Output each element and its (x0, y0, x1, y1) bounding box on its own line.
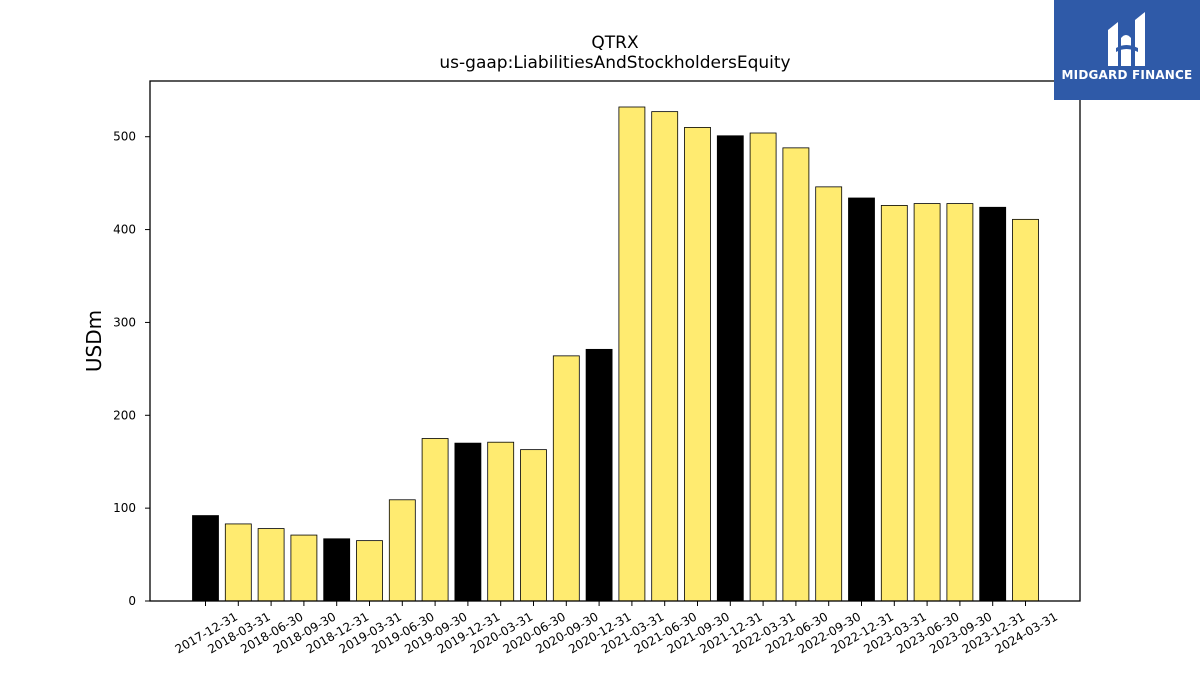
bar-2018-06-30 (257, 528, 285, 602)
y-tick-label: 100 (113, 501, 136, 515)
bar-2023-03-31 (880, 205, 908, 602)
bar-2023-12-31 (979, 206, 1007, 602)
bar-2021-06-30 (651, 111, 679, 602)
bar-2018-09-30 (290, 534, 318, 602)
chart-subtitle: us-gaap:LiabilitiesAndStockholdersEquity (439, 53, 790, 73)
chart-title: QTRX (591, 33, 639, 53)
bar-2022-12-31 (848, 197, 875, 602)
bar-2023-09-30 (946, 203, 974, 602)
bar-2020-03-31 (487, 441, 515, 602)
bar-2021-03-31 (618, 106, 646, 602)
bar-2017-12-31 (192, 515, 219, 602)
bar-2018-03-31 (224, 523, 252, 602)
bar-2020-12-31 (585, 348, 613, 602)
y-tick-label: 300 (113, 315, 136, 329)
brand-logo: MIDGARD FINANCE (1054, 0, 1200, 100)
bar-2019-03-31 (356, 540, 383, 602)
bar-2022-03-31 (749, 132, 777, 602)
plot-frame (149, 80, 1081, 602)
y-tick-label: 500 (113, 130, 136, 144)
bar-2019-12-31 (454, 442, 482, 602)
bar-2018-12-31 (323, 538, 351, 602)
y-tick-label: 400 (113, 223, 136, 237)
y-tick-label: 0 (128, 594, 136, 608)
y-axis-label: USDm (82, 310, 106, 372)
bar-2020-06-30 (520, 449, 547, 602)
bar-2024-03-31 (1012, 218, 1039, 602)
bar-2021-09-30 (684, 127, 711, 602)
bar-2022-06-30 (782, 147, 810, 602)
bar-2020-09-30 (552, 355, 580, 602)
bar-2023-06-30 (913, 203, 941, 602)
bar-2019-09-30 (421, 438, 449, 602)
brand-name: MIDGARD FINANCE (1061, 68, 1193, 82)
x-axis: 2017-12-312018-03-312018-06-302018-09-30… (173, 601, 1060, 656)
bar-2021-12-31 (716, 135, 744, 602)
bars-group (192, 106, 1039, 602)
bar-2019-06-30 (388, 499, 416, 602)
y-axis: 0 100 200 300 400 500 (113, 130, 150, 608)
y-tick-label: 200 (113, 408, 136, 422)
bar-2022-09-30 (815, 186, 843, 602)
midgard-logo-icon (1108, 12, 1145, 66)
